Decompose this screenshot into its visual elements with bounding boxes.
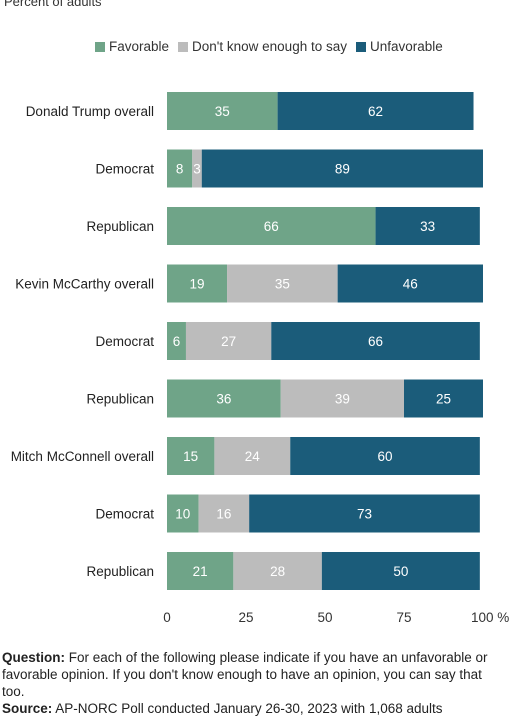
bar-segment [167,379,281,418]
data-label: 35 [275,277,290,292]
bar-segment [167,437,215,475]
bar-segment [185,322,272,360]
legend-swatch-dont-know [178,41,189,52]
question-text: For each of the following please indicat… [2,650,488,699]
data-label: 66 [368,334,383,349]
legend-swatch-favorable [95,41,105,52]
data-label: 6 [173,334,181,349]
category-label: Republican [86,564,154,579]
category-label: Democrat [95,334,154,349]
bar-segment [249,494,480,533]
category-label: Kevin McCarthy overall [15,277,154,292]
data-label: 33 [420,219,435,234]
data-label: 66 [264,219,279,234]
stacked-bar-chart: Donald Trump overall 35 62 Democrat 8 3 89 Repu… [11,92,509,625]
data-label: 19 [190,277,205,292]
data-label: 21 [193,564,208,579]
bar-segment [198,494,250,533]
chart-subtitle: Percent of adults [4,0,102,9]
data-label: 3 [193,162,201,177]
category-label: Democrat [95,507,154,522]
bar-segment [233,552,322,590]
bar-segment [167,494,199,533]
category-label: Republican [86,219,154,234]
question-label: Question: [2,650,65,665]
bar-segment [192,149,202,188]
bar-segment [167,207,376,245]
data-label: 35 [215,104,230,119]
category-label: Democrat [95,162,154,177]
bar-segment [280,379,404,418]
bar-segment [321,552,480,590]
chart-legend: Favorable Don't know enough to say Unfav… [95,39,452,54]
data-label: 25 [436,392,451,407]
data-label: 89 [335,162,350,177]
bar-segment [201,149,483,188]
bar-segment [375,207,480,245]
x-tick-label: 0 [163,610,171,625]
legend-item-unfavorable: Unfavorable [355,39,443,54]
data-label: 39 [335,392,350,407]
category-label: Donald Trump overall [26,104,154,119]
data-label: 27 [221,334,236,349]
data-label: 60 [378,449,393,464]
legend-item-favorable: Favorable [95,39,169,54]
bar-segment [277,92,474,130]
legend-item-dont-know: Don't know enough to say [178,39,347,54]
x-tick-label: 25 [238,610,253,625]
bar-segment [167,322,186,360]
question-note: Question: For each of the following plea… [2,649,507,700]
data-label: 8 [176,162,184,177]
bar-segment [337,264,483,303]
x-tick-label: 75 [396,610,411,625]
data-label: 16 [216,507,231,522]
bar-segment [271,322,480,360]
bar-segment [214,437,291,475]
bar-segment [167,92,278,130]
bar-segment [167,552,234,590]
bar-segment [290,437,480,475]
data-label: 73 [357,507,372,522]
category-label: Republican [86,392,154,407]
data-label: 24 [245,449,261,464]
legend-swatch-unfavorable [355,41,366,52]
source-note: Source: AP-NORC Poll conducted January 2… [2,700,507,717]
data-label: 15 [183,449,198,464]
legend-label-unfavorable: Unfavorable [369,39,443,54]
category-label: Mitch McConnell overall [11,449,154,464]
data-label: 36 [216,392,231,407]
x-tick-label: 100 % [471,610,509,625]
source-label: Source: [2,701,53,716]
legend-label-dont-know: Don't know enough to say [192,39,347,54]
legend-label-favorable: Favorable [109,39,170,54]
bar-segment [404,379,483,418]
data-label: 46 [403,277,418,292]
x-tick-label: 50 [317,610,332,625]
data-label: 28 [270,564,285,579]
bar-segment [167,264,228,303]
source-text: AP-NORC Poll conducted January 26-30, 20… [55,701,443,716]
chart-notes: Question: For each of the following plea… [2,649,507,717]
data-label: 62 [368,104,383,119]
data-label: 10 [175,507,190,522]
data-label: 50 [393,564,408,579]
bar-segment [167,149,193,188]
bar-segment [227,264,338,303]
